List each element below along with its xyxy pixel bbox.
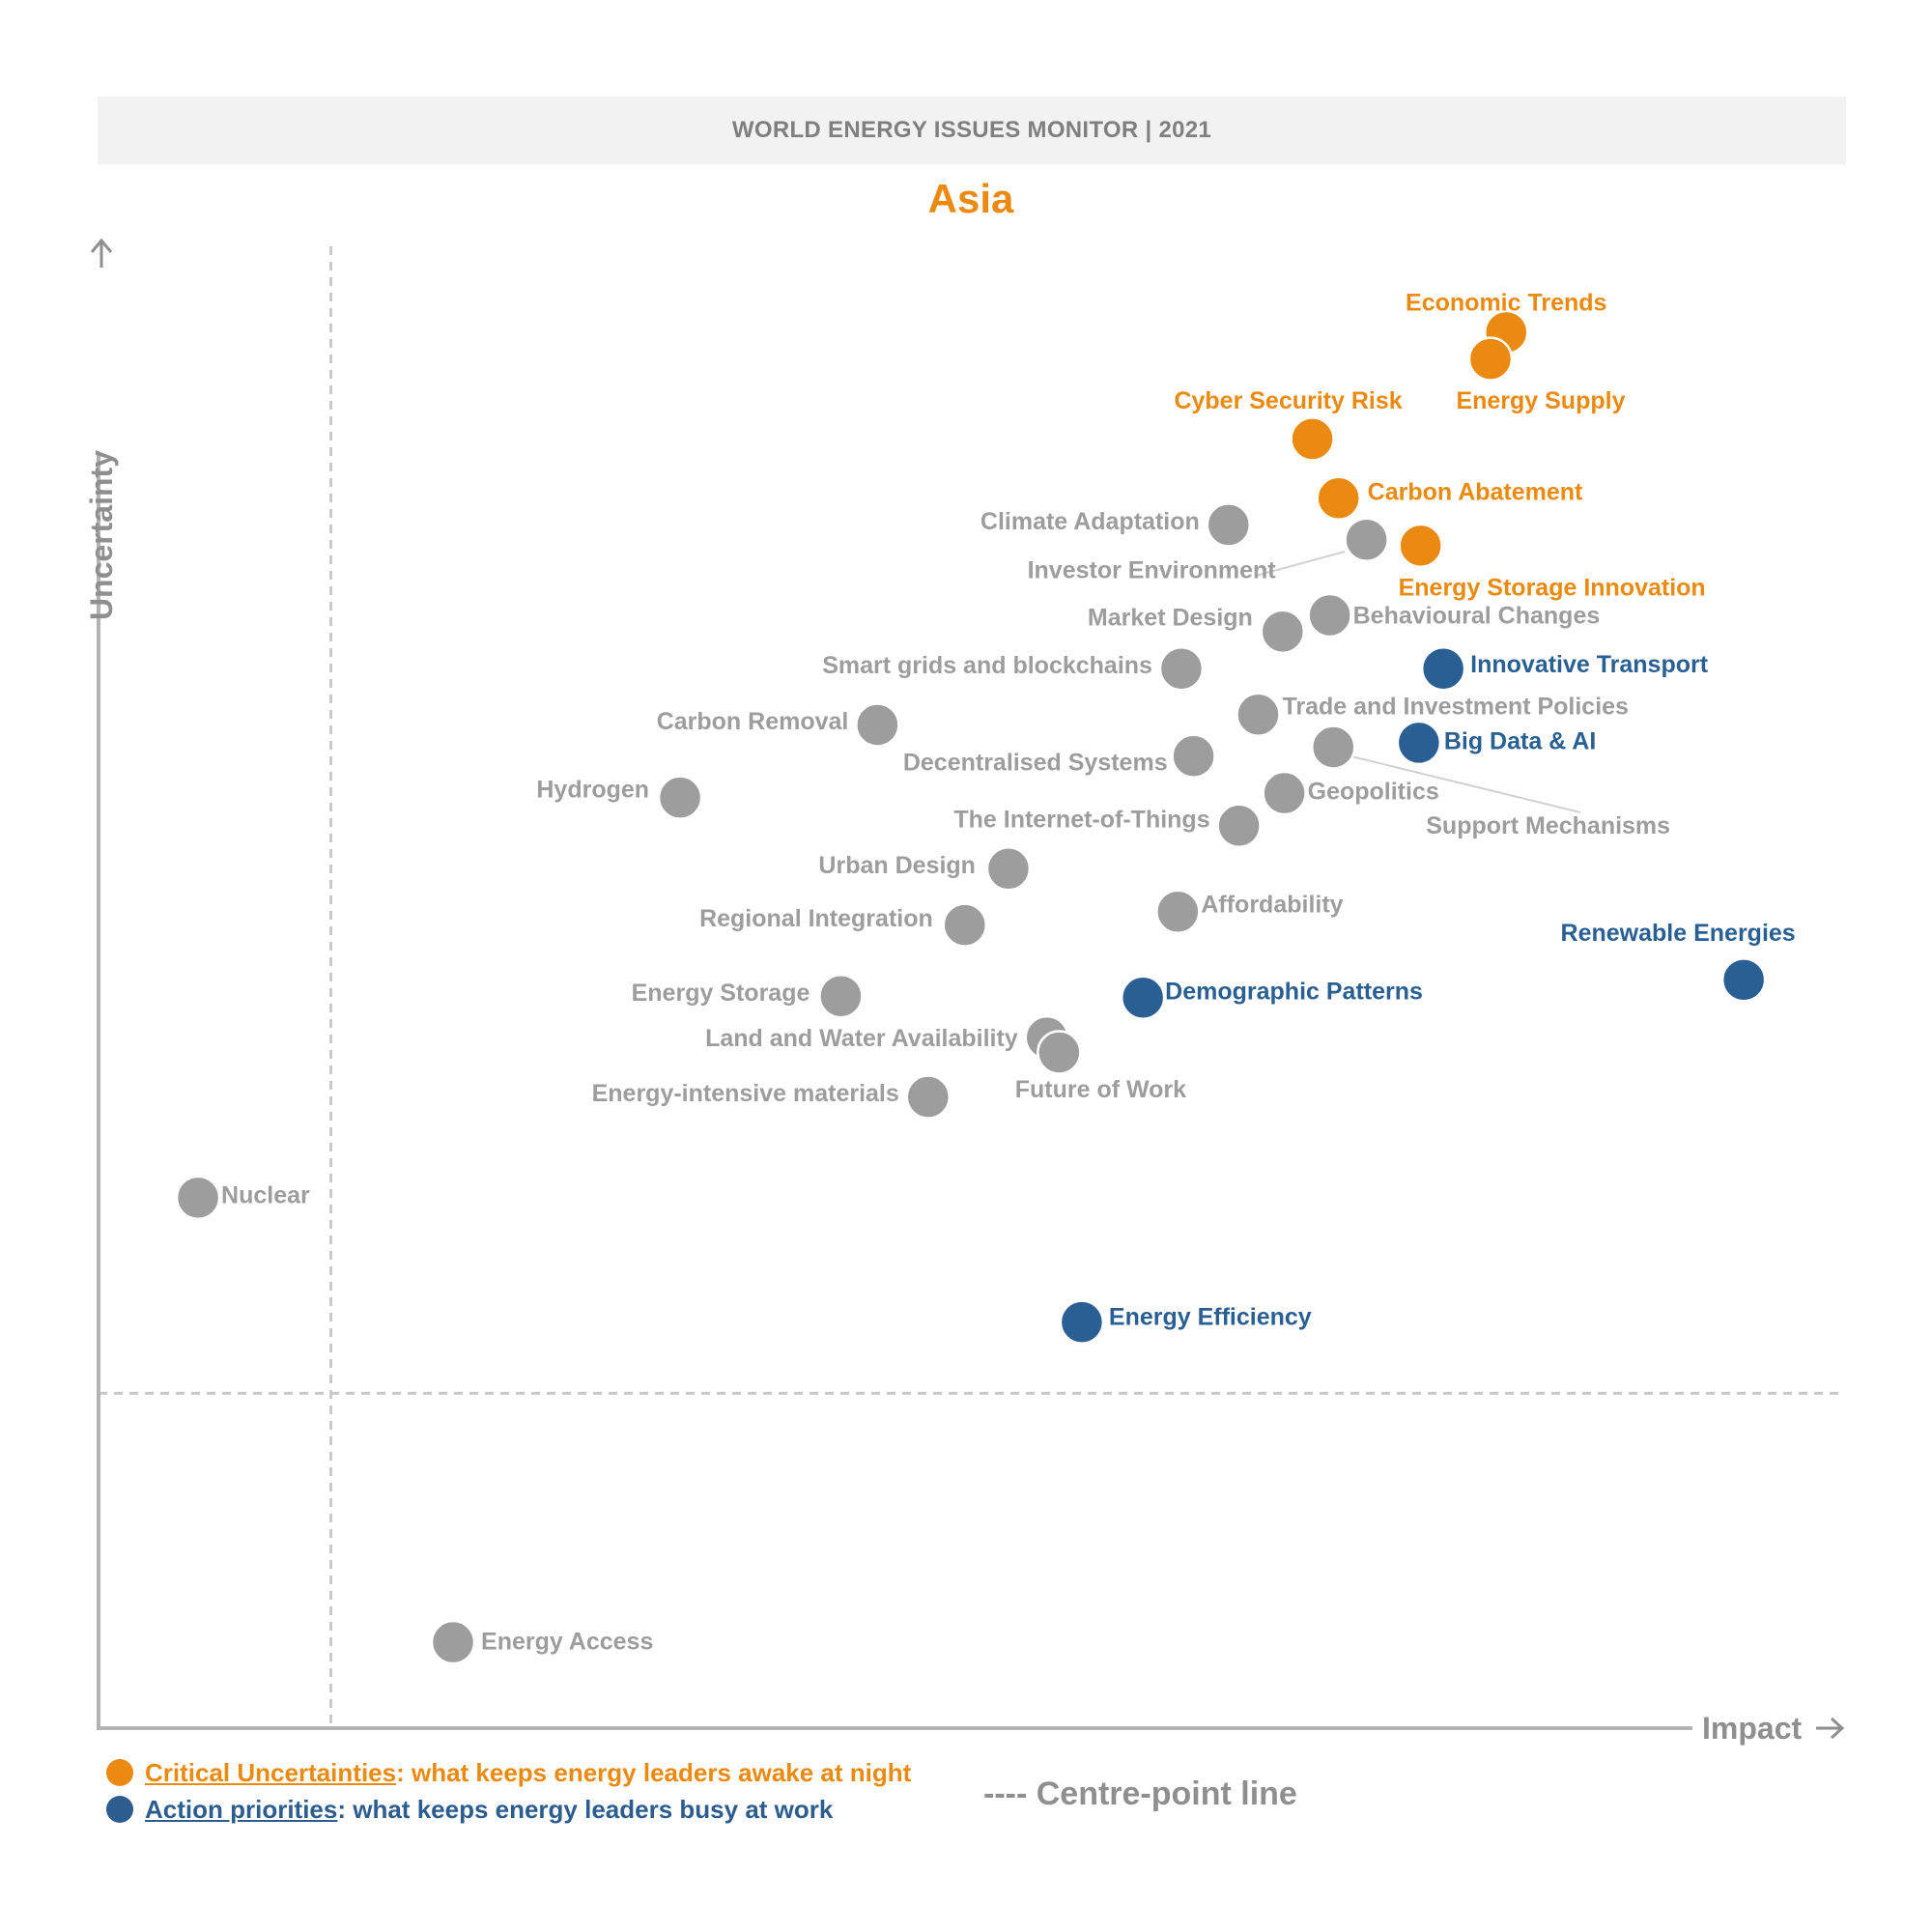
point-carbon-abatement <box>1316 475 1361 522</box>
label-support-mechanisms: Support Mechanisms <box>1426 812 1670 839</box>
point-climate-adaptation <box>1206 502 1252 548</box>
legend-uncertainties-term: Critical Uncertainties <box>145 1758 397 1787</box>
point-big-data-ai <box>1396 720 1442 766</box>
point-innovative-transport <box>1420 645 1466 692</box>
label-renewable-energies: Renewable Energies <box>1561 920 1796 947</box>
point-urban-design <box>985 846 1032 892</box>
point-hydrogen <box>657 775 703 820</box>
y-axis-label: Uncertainty <box>84 450 119 620</box>
label-energy-intensive-materials: Energy-intensive materials <box>592 1080 899 1107</box>
legend-action-term: Action priorities <box>145 1795 338 1824</box>
label-energy-storage: Energy Storage <box>632 980 810 1007</box>
label-trade-and-investment-policies: Trade and Investment Policies <box>1283 693 1629 720</box>
label-energy-access: Energy Access <box>481 1629 653 1656</box>
label-carbon-abatement: Carbon Abatement <box>1368 478 1583 505</box>
label-the-internet-of-things: The Internet-of-Things <box>953 806 1209 833</box>
point-energy-storage-innovation <box>1398 523 1443 569</box>
label-carbon-removal: Carbon Removal <box>657 708 849 735</box>
point-market-design <box>1260 609 1306 655</box>
legend-action-text: : what keeps energy leaders busy at work <box>337 1795 834 1824</box>
label-market-design: Market Design <box>1088 604 1253 631</box>
point-investor-environment <box>1344 517 1389 562</box>
point-smart-grids-and-blockchains <box>1158 645 1205 692</box>
point-energy-access <box>430 1619 476 1665</box>
point-decentralised-systems <box>1171 733 1216 779</box>
label-smart-grids-and-blockchains: Smart grids and blockchains <box>822 652 1152 679</box>
label-innovative-transport: Innovative Transport <box>1470 651 1709 678</box>
label-nuclear: Nuclear <box>221 1181 310 1208</box>
label-big-data-ai: Big Data & AI <box>1444 727 1596 754</box>
label-decentralised-systems: Decentralised Systems <box>903 749 1168 776</box>
label-energy-supply: Energy Supply <box>1456 387 1625 414</box>
leader-support-mechanisms <box>1350 755 1581 813</box>
point-geopolitics <box>1262 770 1307 816</box>
point-nuclear <box>175 1175 221 1221</box>
label-future-of-work: Future of Work <box>1015 1076 1186 1103</box>
label-climate-adaptation: Climate Adaptation <box>980 508 1200 535</box>
orange-dot-icon <box>106 1759 133 1786</box>
data-points <box>175 309 1767 1665</box>
axes: Impact Uncertainty <box>84 238 1845 1746</box>
point-future-of-work <box>1037 1030 1082 1075</box>
label-energy-efficiency: Energy Efficiency <box>1109 1303 1312 1330</box>
point-renewable-energies <box>1720 957 1767 1003</box>
point-support-mechanisms <box>1311 724 1356 770</box>
label-urban-design: Urban Design <box>818 852 976 879</box>
point-the-internet-of-things <box>1216 803 1262 849</box>
point-energy-intensive-materials <box>905 1074 952 1120</box>
blue-dot-icon <box>106 1796 133 1823</box>
chart-title: Asia <box>927 176 1014 221</box>
label-cyber-security-risk: Cyber Security Risk <box>1174 387 1402 414</box>
label-economic-trends: Economic Trends <box>1406 290 1606 317</box>
legend: Critical Uncertainties: what keeps energ… <box>106 1756 1362 1853</box>
label-hydrogen: Hydrogen <box>536 776 649 803</box>
label-behavioural-changes: Behavioural Changes <box>1353 603 1601 630</box>
point-affordability <box>1155 889 1201 935</box>
y-axis-arrow-icon <box>90 238 113 268</box>
point-demographic-patterns <box>1120 975 1166 1020</box>
point-energy-storage <box>818 973 864 1019</box>
leader-lines <box>1255 551 1581 813</box>
label-land-and-water-availability: Land and Water Availability <box>705 1025 1018 1052</box>
x-axis-arrow-icon <box>1816 1717 1845 1740</box>
label-energy-storage-innovation: Energy Storage Innovation <box>1399 574 1706 601</box>
point-energy-supply <box>1467 336 1514 382</box>
point-cyber-security-risk <box>1290 416 1335 462</box>
legend-uncertainties-text: : what keeps energy leaders awake at nig… <box>396 1758 912 1787</box>
header-bar: WORLD ENERGY ISSUES MONITOR | 2021 <box>98 97 1846 164</box>
leader-investor-environment <box>1255 551 1346 577</box>
x-axis-label: Impact <box>1702 1711 1802 1746</box>
point-behavioural-changes <box>1307 592 1352 639</box>
label-regional-integration: Regional Integration <box>699 905 933 932</box>
header-title: WORLD ENERGY ISSUES MONITOR | 2021 <box>731 117 1212 143</box>
centre-point-line-note: ---- Centre-point line <box>983 1776 1297 1812</box>
point-carbon-removal <box>855 702 900 748</box>
label-demographic-patterns: Demographic Patterns <box>1165 978 1423 1005</box>
point-regional-integration <box>942 902 988 948</box>
point-trade-and-investment-policies <box>1236 692 1281 737</box>
label-geopolitics: Geopolitics <box>1308 779 1439 806</box>
point-energy-efficiency <box>1059 1299 1105 1345</box>
label-affordability: Affordability <box>1201 891 1343 918</box>
label-investor-environment: Investor Environment <box>1028 556 1277 583</box>
point-labels: Economic Trends Energy Supply Cyber Securi… <box>221 290 1796 1656</box>
